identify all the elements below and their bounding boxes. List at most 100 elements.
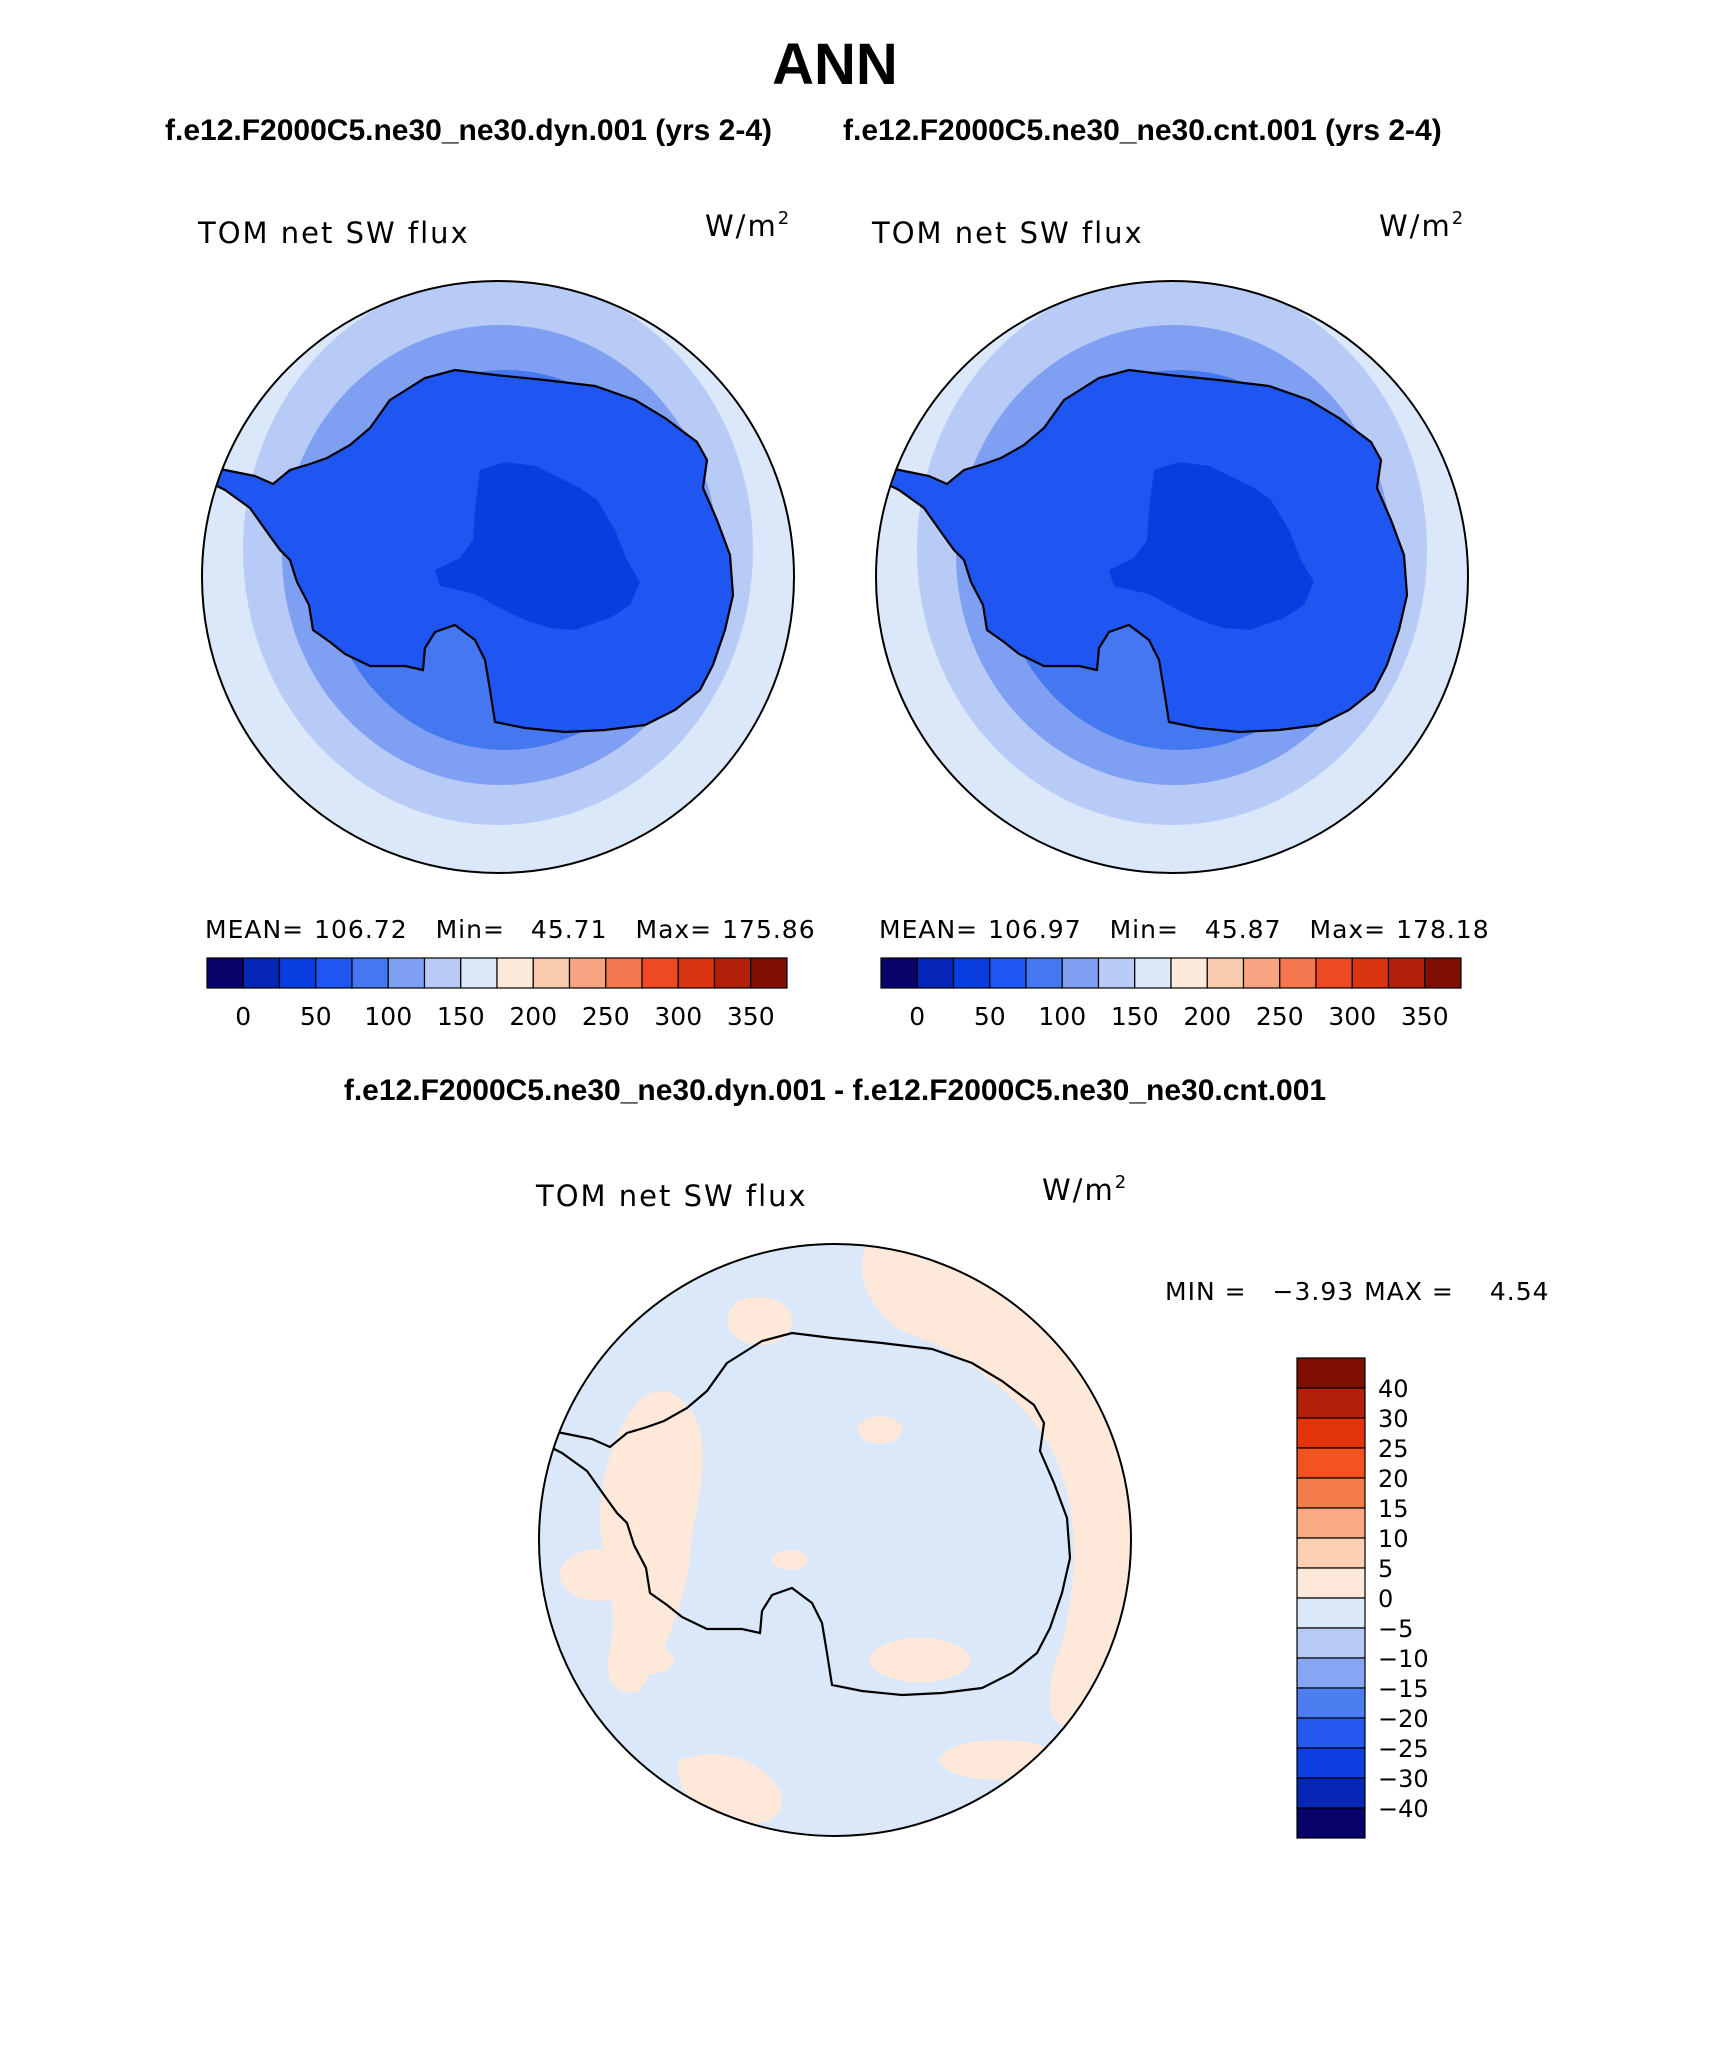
units-label-left: W/m2 — [705, 208, 791, 243]
map-boundary-difference — [538, 1243, 1132, 1837]
colorbar-left: 0 50 100 150 200 250 300 350 — [206, 957, 788, 1031]
difference-title: f.e12.F2000C5.ne30_ne30.dyn.001 - f.e12.… — [344, 1074, 1326, 1107]
subtitle-right: f.e12.F2000C5.ne30_ne30.cnt.001 (yrs 2-4… — [843, 114, 1442, 147]
colorbar-tick-label: 0 — [909, 1002, 925, 1031]
colorbar-tick-label: −25 — [1378, 1735, 1429, 1763]
colorbar-swatch — [315, 957, 353, 989]
colorbar-tick-label: 200 — [509, 1002, 557, 1031]
colorbar-tick-label: 0 — [235, 1002, 251, 1031]
colorbar-swatch — [460, 957, 498, 989]
colorbar-swatch — [1296, 1567, 1366, 1599]
colorbar-tick-label: 20 — [1378, 1465, 1409, 1493]
colorbar-swatch — [1315, 957, 1353, 989]
colorbar-swatch — [423, 957, 462, 989]
variable-label-left: TOM net SW flux — [197, 216, 470, 250]
colorbar-swatch — [1025, 957, 1063, 989]
colorbar-tick-label: 150 — [1111, 1002, 1159, 1031]
colorbar-swatch — [1296, 1507, 1366, 1539]
colorbar-swatch — [1387, 957, 1426, 989]
colorbar-tick-label: 15 — [1378, 1495, 1409, 1523]
colorbar-swatch — [1296, 1777, 1366, 1809]
panel-right: TOM net SW flux W/m2 MEAN= 106.97 Min= 45.8… — [871, 208, 1490, 1031]
colorbar-swatch — [1296, 1747, 1366, 1779]
positive-patch — [858, 1416, 902, 1444]
colorbar-swatch — [1296, 1387, 1366, 1419]
colorbar-swatch — [1134, 957, 1172, 989]
colorbar-tick-label: −5 — [1378, 1615, 1413, 1643]
colorbar-swatch — [1296, 1687, 1366, 1719]
positive-patch — [626, 1646, 674, 1674]
colorbar-tick-label: −30 — [1378, 1765, 1429, 1793]
colorbar-swatch — [1296, 1627, 1366, 1659]
positive-patch — [772, 1550, 808, 1570]
colorbar-swatch — [916, 957, 955, 989]
colorbar-tick-label: 100 — [364, 1002, 412, 1031]
colorbar-swatch — [641, 957, 679, 989]
subtitle-left: f.e12.F2000C5.ne30_ne30.dyn.001 (yrs 2-4… — [165, 114, 772, 147]
panel-difference: TOM net SW flux W/m2 MIN = −3.93 MAX = 4.54… — [535, 1172, 1550, 1839]
colorbar-tick-label: −20 — [1378, 1705, 1429, 1733]
colorbar-tick-label: −40 — [1378, 1795, 1429, 1823]
colorbar-swatch — [1206, 957, 1245, 989]
colorbar-tick-label: 150 — [437, 1002, 485, 1031]
figure-title: ANN — [772, 32, 898, 97]
colorbar-tick-label: 0 — [1378, 1585, 1393, 1613]
colorbar-swatch — [989, 957, 1027, 989]
colorbar-swatch — [1296, 1537, 1366, 1569]
positive-patch — [870, 1638, 970, 1682]
map-boundary-right — [875, 280, 1469, 874]
colorbar-swatch — [351, 957, 389, 989]
colorbar-swatch — [568, 957, 607, 989]
stats-difference: MIN = −3.93 MAX = 4.54 — [1165, 1277, 1550, 1306]
colorbar-swatch — [750, 957, 788, 989]
colorbar-tick-label: 40 — [1378, 1375, 1409, 1403]
colorbar-right: 0 50 100 150 200 250 300 350 — [880, 957, 1462, 1031]
colorbar-swatch — [677, 957, 716, 989]
polar-map-difference — [539, 1244, 1131, 1836]
stats-left: MEAN= 106.72 Min= 45.71 Max= 175.86 — [205, 915, 816, 944]
colorbar-swatch — [532, 957, 571, 989]
colorbar-swatch — [1279, 957, 1317, 989]
positive-patch — [560, 1549, 640, 1601]
colorbar-swatch — [952, 957, 991, 989]
colorbar-swatch — [880, 957, 918, 989]
panel-left: TOM net SW flux W/m2 MEAN= 106.72 Min= 45.7… — [197, 208, 816, 1031]
colorbar-swatch — [1296, 1447, 1366, 1479]
colorbar-swatch — [1351, 957, 1390, 989]
polar-map-left — [202, 281, 794, 873]
positive-region-north — [728, 1296, 792, 1345]
colorbar-swatch — [605, 957, 643, 989]
colorbar-swatch — [1424, 957, 1462, 989]
positive-patch — [940, 1740, 1060, 1780]
colorbar-tick-label: −15 — [1378, 1675, 1429, 1703]
colorbar-tick-label: 5 — [1378, 1555, 1393, 1583]
colorbar-swatch — [1296, 1597, 1366, 1629]
colorbar-swatch — [1296, 1807, 1366, 1839]
positive-region-west — [600, 1391, 703, 1693]
colorbar-swatch — [1296, 1477, 1366, 1509]
variable-label-right: TOM net SW flux — [871, 216, 1144, 250]
colorbar-swatch — [1170, 957, 1208, 989]
colorbar-tick-label: 30 — [1378, 1405, 1409, 1433]
colorbar-swatch — [1296, 1717, 1366, 1749]
colorbar-tick-label: 300 — [654, 1002, 702, 1031]
variable-label-diff: TOM net SW flux — [535, 1179, 808, 1213]
colorbar-swatch — [242, 957, 281, 989]
colorbar-tick-label: 25 — [1378, 1435, 1409, 1463]
units-label-right: W/m2 — [1379, 208, 1465, 243]
colorbar-swatch — [1296, 1417, 1366, 1449]
colorbar-swatch — [1296, 1357, 1366, 1389]
colorbar-swatch — [1242, 957, 1281, 989]
colorbar-swatch — [278, 957, 317, 989]
colorbar-tick-label: 250 — [1256, 1002, 1304, 1031]
colorbar-tick-label: 300 — [1328, 1002, 1376, 1031]
colorbar-tick-label: 200 — [1183, 1002, 1231, 1031]
colorbar-tick-label: 350 — [727, 1002, 775, 1031]
colorbar-tick-label: 250 — [582, 1002, 630, 1031]
colorbar-swatch — [1097, 957, 1136, 989]
stats-right: MEAN= 106.97 Min= 45.87 Max= 178.18 — [879, 915, 1490, 944]
polar-map-right — [876, 281, 1468, 873]
units-label-diff: W/m2 — [1042, 1172, 1128, 1207]
